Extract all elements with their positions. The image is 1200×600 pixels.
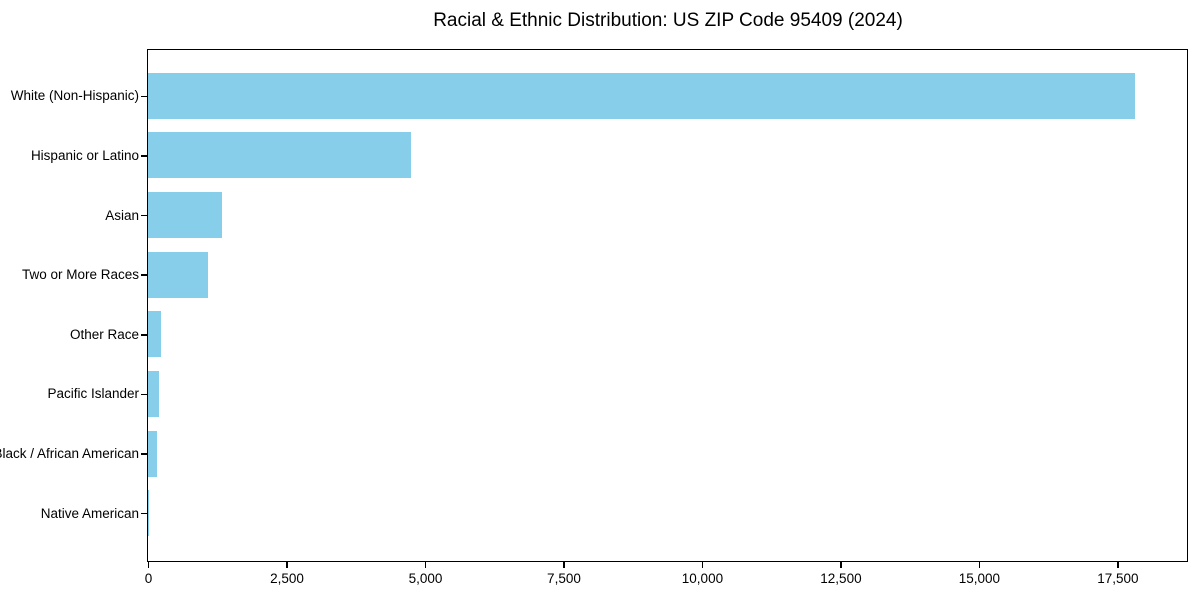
x-tick-mark (978, 562, 981, 568)
bar-black-african-american (148, 430, 158, 477)
x-tick-mark (286, 562, 288, 568)
y-tick-label-black-african-american: Black / African American (0, 446, 139, 462)
y-tick-label-other-race: Other Race (69, 326, 139, 342)
x-tick-label-5: 12,500 (820, 571, 862, 586)
y-tick-label-hispanic-or-latino: Hispanic or Latino (30, 147, 139, 163)
plot-area (147, 49, 1188, 562)
bar-white-non-hispanic (148, 72, 1136, 119)
y-tick-mark (140, 95, 148, 98)
x-tick-mark (147, 562, 150, 568)
y-tick-mark (140, 214, 148, 217)
bar-other-race (148, 311, 162, 358)
y-tick-label-white-non-hispanic: White (Non-Hispanic) (10, 88, 139, 104)
y-tick-label-native-american: Native American (40, 505, 139, 521)
y-tick-label-asian: Asian (105, 207, 139, 223)
x-tick-label-3: 7,500 (547, 571, 581, 586)
y-tick-mark (140, 334, 148, 336)
y-tick-mark (140, 453, 148, 455)
bar-two-or-more-races (148, 251, 209, 298)
x-tick-mark (840, 562, 842, 568)
x-tick-label-2: 5,000 (408, 571, 443, 586)
x-tick-mark (1117, 562, 1119, 568)
bar-hispanic-or-latino (148, 132, 412, 179)
x-tick-label-6: 15,000 (958, 571, 1001, 586)
x-tick-label-1: 2,500 (270, 571, 304, 586)
chart-title: Racial & Ethnic Distribution: US ZIP Cod… (433, 10, 903, 31)
x-tick-label-4: 10,000 (681, 571, 724, 586)
y-tick-label-pacific-islander: Pacific Islander (47, 386, 139, 402)
x-tick-label-7: 17,500 (1097, 571, 1139, 586)
bar-native-american (148, 490, 150, 537)
y-tick-label-two-or-more-races: Two or More Races (21, 267, 139, 283)
x-tick-label-0: 0 (144, 571, 153, 586)
x-tick-mark (563, 562, 565, 568)
y-tick-mark (140, 393, 148, 396)
y-tick-mark (140, 274, 148, 276)
x-tick-mark (701, 562, 704, 568)
bar-asian (148, 192, 223, 239)
bar-pacific-islander (148, 370, 159, 417)
y-tick-mark (140, 155, 148, 157)
x-tick-mark (424, 562, 427, 568)
y-tick-mark (140, 512, 148, 515)
